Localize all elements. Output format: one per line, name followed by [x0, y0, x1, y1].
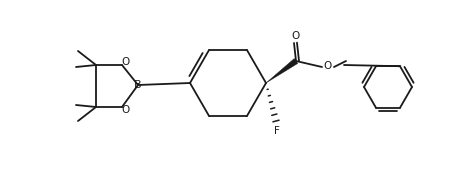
Text: F: F	[274, 126, 280, 136]
Text: B: B	[134, 80, 142, 90]
Text: O: O	[292, 31, 300, 41]
Text: O: O	[324, 61, 332, 71]
Text: O: O	[121, 57, 129, 67]
Text: O: O	[121, 105, 129, 115]
Polygon shape	[266, 59, 298, 83]
